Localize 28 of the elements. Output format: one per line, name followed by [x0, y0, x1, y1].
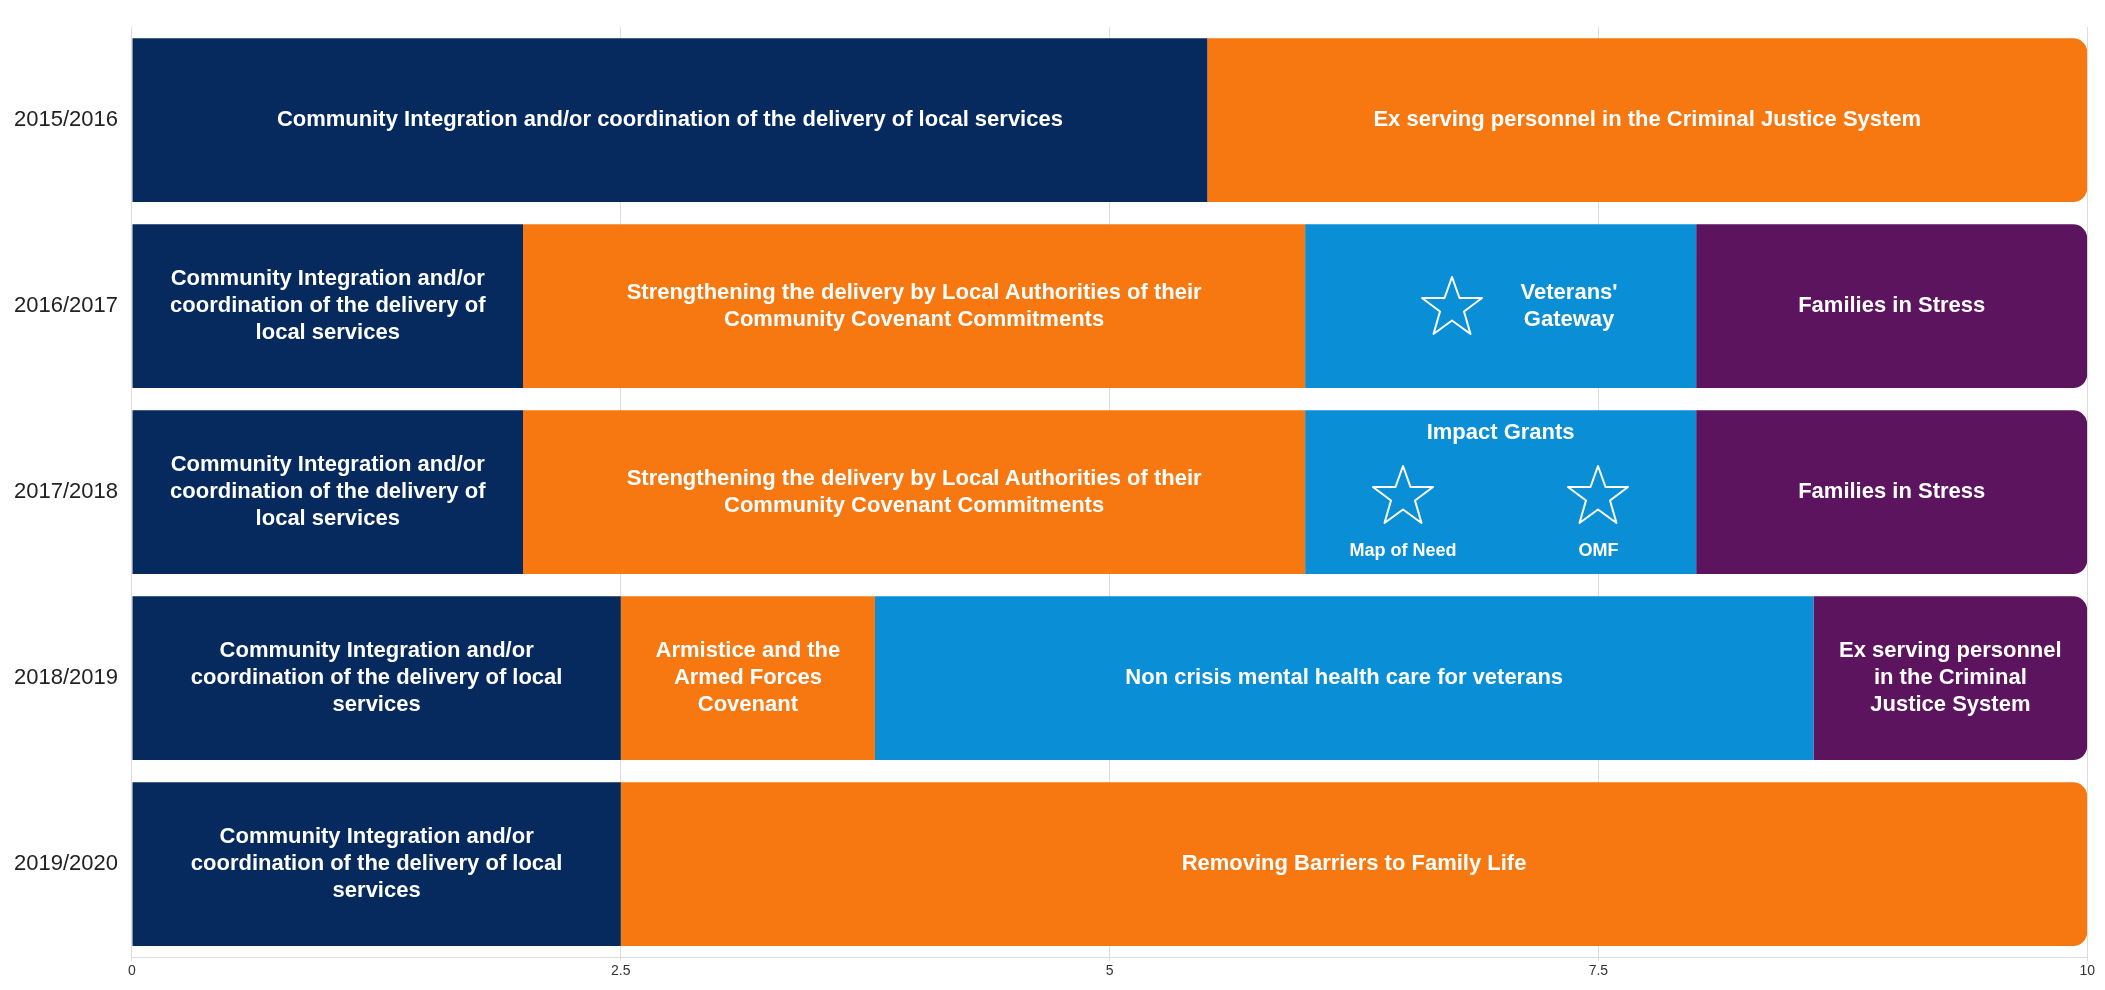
- data-label: Armistice and the Armed Forces Covenant: [655, 637, 841, 717]
- x-tick-label: 7.5: [1588, 962, 1609, 979]
- y-tick-label: 2017/2018: [14, 478, 118, 504]
- y-tick-label: 2016/2017: [14, 292, 118, 318]
- x-tick-label: 2.5: [611, 962, 631, 979]
- annotation: Impact Grants: [1426, 419, 1575, 445]
- x-tick-label: 5: [1105, 962, 1114, 979]
- data-label: Removing Barriers to Family Life: [1181, 850, 1527, 876]
- data-label: Community Integration and/or coordination of the delivery of local services: [190, 637, 563, 717]
- annotation: OMF: [1578, 540, 1619, 561]
- data-label: Ex serving personnel in the Criminal Justice System: [1373, 106, 1922, 132]
- x-tick-label: 0: [128, 962, 137, 979]
- data-label: Community Integration and/or coordination of the delivery of local services: [276, 106, 1063, 132]
- x-tick-label: 10: [2079, 962, 2096, 979]
- annotation: Map of Need: [1349, 540, 1457, 561]
- data-label: Community Integration and/or coordination of the delivery of local services: [170, 451, 487, 531]
- data-label: Families in Stress: [1798, 292, 1986, 318]
- y-tick-label: 2019/2020: [14, 850, 118, 876]
- data-label: Community Integration and/or coordination of the delivery of local services: [170, 265, 487, 345]
- y-tick-label: 2018/2019: [14, 664, 118, 690]
- data-label: Families in Stress: [1798, 478, 1986, 504]
- annotation: Veterans' Gateway: [1520, 278, 1618, 331]
- data-label: Non crisis mental health care for veterans: [1125, 664, 1564, 690]
- y-tick-label: 2015/2016: [14, 106, 118, 132]
- data-label: Strengthening the delivery by Local Authorities of their Community Covenant Commitments: [626, 278, 1202, 331]
- data-label: Ex serving personnel in the Criminal Justice System: [1839, 637, 2062, 717]
- data-label: Community Integration and/or coordination of the delivery of local services: [190, 823, 563, 903]
- data-label: Strengthening the delivery by Local Authorities of their Community Covenant Commitments: [626, 464, 1202, 517]
